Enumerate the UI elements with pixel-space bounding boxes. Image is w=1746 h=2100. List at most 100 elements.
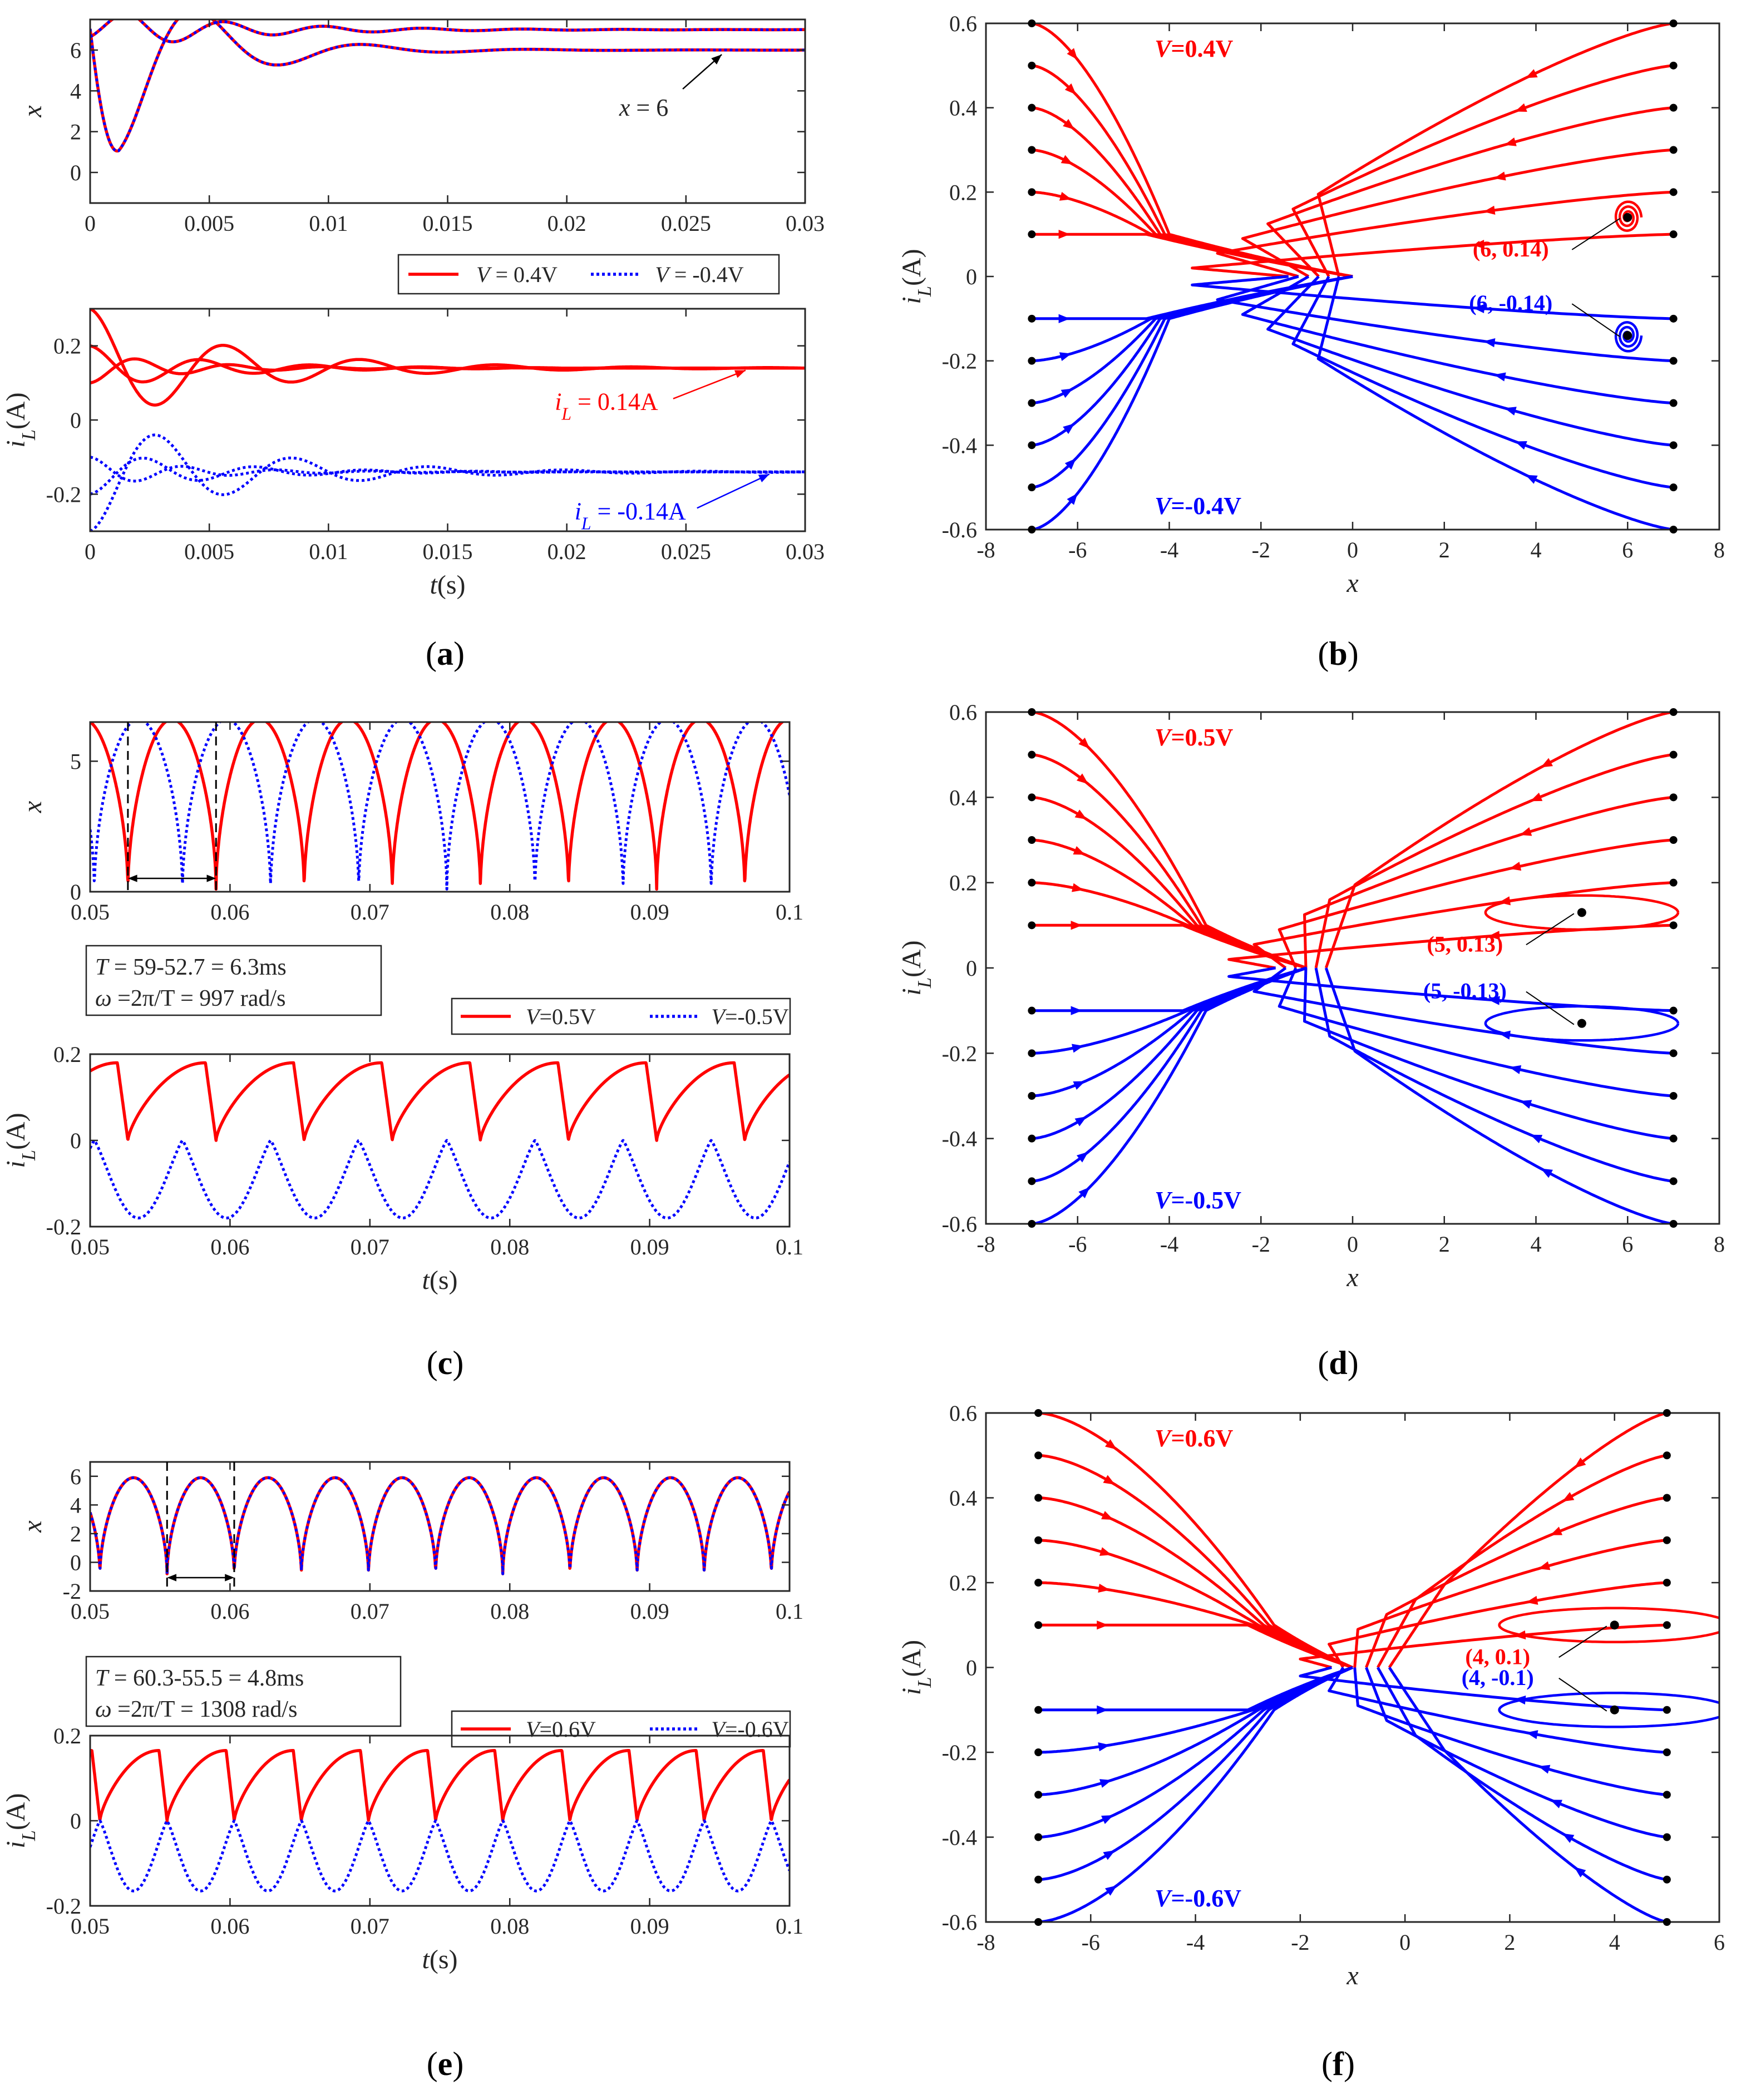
y-axis-label: iL(A) [897, 940, 935, 995]
y-axis-label: iL(A) [1, 1113, 40, 1168]
y-tick-label: 0.2 [53, 334, 81, 359]
flow-arrow [1562, 1492, 1575, 1502]
trajectory-right-0-2 [1353, 1539, 1668, 1668]
panel-label-1: (b) [1318, 635, 1358, 672]
x-tick-label: 0.06 [210, 1234, 249, 1259]
y-tick-label: -0.6 [942, 517, 977, 542]
voltage-label-0: V=0.6V [1155, 1425, 1233, 1452]
x-tick-label: 6 [1714, 1930, 1725, 1955]
start-point [1034, 1791, 1043, 1799]
plot-area [90, 1749, 790, 1893]
equilibrium-label-1: (4, -0.1) [1462, 1665, 1534, 1690]
y-tick-label: 0.4 [949, 785, 977, 810]
x-tick-label: 8 [1714, 537, 1725, 562]
start-point [1028, 750, 1036, 759]
flow-arrow [1101, 1511, 1114, 1520]
x-tick-label: 0.1 [776, 1234, 803, 1259]
y-axis-label: iL(A) [1, 1793, 40, 1848]
y-tick-label: 6 [70, 1464, 81, 1489]
y-tick-label: -0.4 [942, 1126, 977, 1152]
end-point [1663, 1536, 1671, 1544]
y-tick-label: 0 [966, 264, 977, 289]
plot-area [90, 1061, 790, 1219]
flow-arrow [1064, 83, 1077, 95]
x-tick-label: 0.09 [630, 1914, 669, 1939]
x-tick-label: -2 [1252, 1232, 1270, 1257]
end-point [1669, 708, 1678, 716]
legend-e1: V=0.6V V=-0.6V [451, 1710, 791, 1748]
trajectory-right-0-2 [1241, 149, 1674, 278]
end-point [1669, 1220, 1678, 1228]
y-tick-label: -0.4 [942, 1825, 977, 1850]
y-tick-label: -0.2 [942, 1740, 977, 1765]
end-point [1669, 878, 1678, 887]
y-tick-label: -0.6 [942, 1212, 977, 1237]
trajectory-right-1-1 [1252, 966, 1674, 1055]
x-tick-label: 0.025 [661, 539, 711, 564]
end-point [1669, 314, 1678, 323]
plot-area [1032, 712, 1680, 1224]
y-tick-label: 0.2 [53, 1723, 81, 1748]
flow-arrow [1488, 931, 1500, 940]
flow-arrow [1541, 1168, 1553, 1178]
start-point [1034, 1536, 1043, 1544]
trajectory-right-1-1 [1328, 1666, 1667, 1754]
equilibrium-point [1577, 908, 1586, 917]
trajectory-right-0-1 [1328, 1581, 1667, 1669]
equilibrium-label-0: (6, 0.14) [1473, 236, 1549, 261]
axes-frame [89, 1461, 791, 1592]
end-point [1669, 61, 1678, 70]
flow-arrow [1078, 1187, 1090, 1199]
y-tick-label: 0 [70, 1128, 81, 1153]
y-tick-label: -0.2 [46, 1894, 81, 1919]
end-point [1663, 1875, 1671, 1884]
start-point [1034, 1579, 1043, 1587]
trajectory-right-1-0 [1299, 1666, 1667, 1712]
trajectory-right-1-4 [1314, 967, 1674, 1183]
flow-arrow [1541, 758, 1553, 768]
trajectory-right-1-4 [1291, 275, 1674, 489]
legend-label: V=0.6V [526, 1717, 596, 1742]
y-tick-label: 2 [70, 1521, 81, 1546]
x-tick-label: 0.02 [548, 211, 586, 236]
y-tick-label: 0.4 [949, 1486, 977, 1511]
x-tick-label: 2 [1504, 1930, 1515, 1955]
x-tick-label: 0.08 [490, 1234, 529, 1259]
annotation-il-0: iL = 0.14A [555, 388, 658, 424]
x-tick-label: -8 [976, 1232, 995, 1257]
flow-arrow [1059, 192, 1072, 201]
voltage-label-1: V=-0.5V [1155, 1187, 1241, 1214]
trajectory-right-1-1 [1216, 275, 1674, 363]
trajectory-right-0-4 [1377, 1454, 1668, 1668]
flow-arrow [1530, 792, 1543, 802]
end-point [1669, 188, 1678, 196]
end-point [1669, 921, 1678, 930]
flow-arrow [1103, 1475, 1116, 1485]
flow-arrow [1504, 407, 1517, 416]
legend-label: V = 0.4V [476, 262, 558, 287]
flow-arrow [1076, 773, 1088, 784]
period-arrowhead [127, 874, 137, 882]
start-point [1034, 1409, 1043, 1417]
period-arrowhead [167, 1574, 176, 1582]
period-arrowhead [206, 874, 216, 882]
series-line-0 [90, 722, 785, 891]
end-point [1663, 1579, 1671, 1587]
y-tick-label: -0.2 [46, 1214, 81, 1239]
y-axis-label: iL(A) [897, 1640, 935, 1695]
series-line-0 [90, 1749, 790, 1822]
trajectory-right-1-5 [1316, 276, 1674, 530]
voltage-label-1: V=-0.6V [1155, 1885, 1241, 1912]
info-line: T = 59-52.7 = 6.3ms [95, 955, 287, 980]
x-tick-label: 0.05 [71, 900, 110, 925]
flow-arrow [1073, 1081, 1086, 1090]
start-point [1028, 230, 1036, 239]
trajectory-right-0-1 [1252, 881, 1674, 970]
flow-arrow [1064, 458, 1077, 470]
y-tick-label: 0.6 [949, 11, 977, 36]
flow-arrow [1520, 1100, 1532, 1109]
end-point [1663, 1621, 1671, 1629]
plot-area [90, 309, 805, 531]
axes-c2: 0.05 0.06 0.07 0.08 0.09 0.1 -0.2 0 0.2 t(s) iL(A) [1, 1042, 803, 1295]
